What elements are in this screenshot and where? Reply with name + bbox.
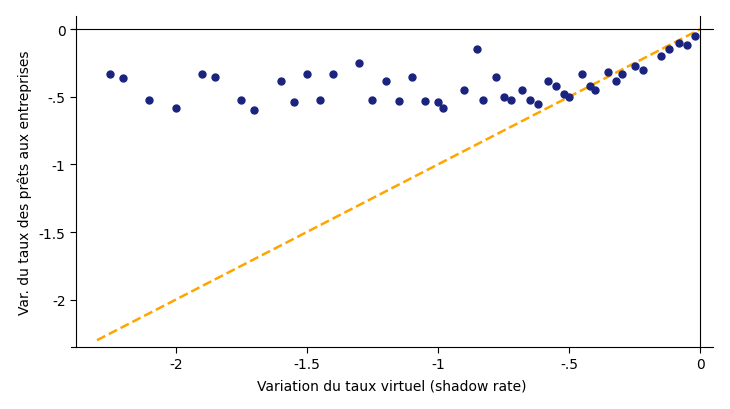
Point bbox=[210, 74, 221, 81]
Point bbox=[531, 101, 543, 108]
Point bbox=[170, 105, 182, 112]
Point bbox=[655, 54, 666, 61]
X-axis label: Variation du taux virtuel (shadow rate): Variation du taux virtuel (shadow rate) bbox=[257, 378, 527, 392]
Point bbox=[637, 67, 648, 74]
Point bbox=[353, 61, 365, 67]
Point bbox=[506, 97, 518, 103]
Point bbox=[524, 97, 536, 103]
Point bbox=[380, 78, 391, 85]
Point bbox=[437, 105, 449, 112]
Point bbox=[629, 63, 640, 70]
Point bbox=[498, 94, 510, 101]
Point bbox=[196, 71, 208, 78]
Point bbox=[615, 71, 627, 78]
Point bbox=[602, 70, 614, 76]
Point bbox=[144, 97, 155, 103]
Point bbox=[419, 98, 431, 105]
Point bbox=[689, 34, 701, 40]
Point bbox=[490, 74, 502, 81]
Point bbox=[235, 97, 247, 103]
Point bbox=[673, 40, 685, 47]
Point bbox=[681, 43, 693, 49]
Point bbox=[406, 74, 418, 81]
Point bbox=[432, 100, 444, 106]
Point bbox=[663, 47, 675, 54]
Point bbox=[589, 88, 601, 94]
Point bbox=[104, 71, 116, 78]
Point bbox=[472, 47, 483, 54]
Point bbox=[314, 97, 326, 103]
Point bbox=[301, 71, 312, 78]
Point bbox=[118, 75, 129, 82]
Point bbox=[477, 97, 488, 103]
Point bbox=[564, 94, 575, 101]
Point bbox=[516, 88, 528, 94]
Point bbox=[393, 98, 404, 105]
Point bbox=[274, 78, 286, 85]
Point bbox=[610, 78, 622, 85]
Point bbox=[542, 78, 554, 85]
Point bbox=[288, 100, 299, 106]
Point bbox=[558, 92, 569, 98]
Point bbox=[577, 71, 588, 78]
Point bbox=[550, 83, 562, 90]
Point bbox=[584, 83, 596, 90]
Point bbox=[248, 108, 260, 115]
Point bbox=[327, 71, 339, 78]
Y-axis label: Var. du taux des prêts aux entreprises: Var. du taux des prêts aux entreprises bbox=[18, 50, 32, 314]
Point bbox=[366, 97, 378, 103]
Point bbox=[458, 88, 470, 94]
